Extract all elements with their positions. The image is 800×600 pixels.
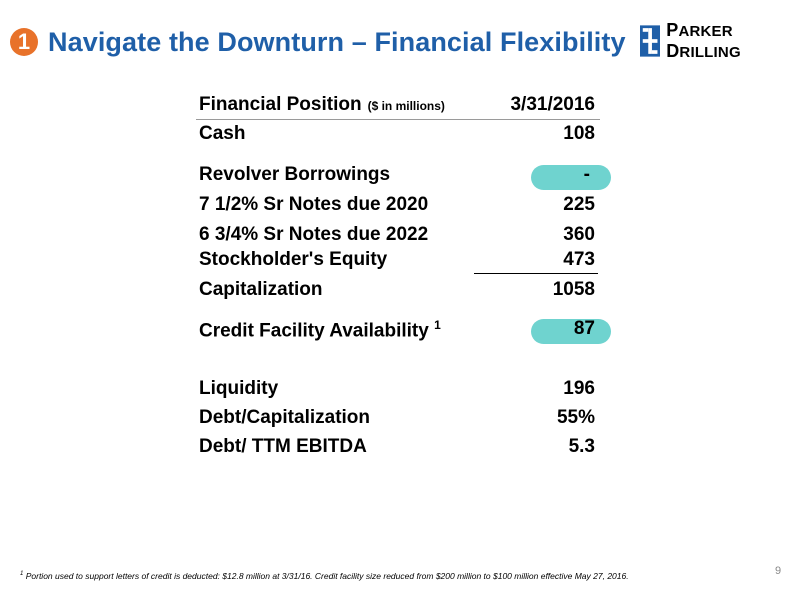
footnote-text: Portion used to support letters of credi… [25,571,629,581]
parker-drilling-logo-icon [640,25,661,57]
row-value: 1058 [552,279,595,300]
row-label: 6 3/4% Sr Notes due 2022 [199,224,429,245]
table-row: Cash 108 [196,123,600,149]
row-label: Stockholder's Equity [199,249,388,270]
section-number-badge: 1 [10,28,38,56]
row-value: 225 [563,194,595,215]
header-divider [196,119,600,120]
row-label: Debt/Capitalization [199,407,371,428]
table-row: Stockholder's Equity 473 [196,249,600,275]
logo-wordmark: PARKER DRILLING [666,20,741,61]
footnote-marker: 1 [434,318,441,332]
table-header-unit: ($ in millions) [367,99,445,113]
table-row: Revolver Borrowings - [196,164,600,190]
row-label: Capitalization [199,279,323,300]
sum-divider [474,273,598,274]
highlight-pill [531,319,611,344]
row-value: 55% [556,407,595,428]
table-row: Capitalization 1058 [196,279,600,305]
table-header-label: Financial Position [199,94,362,115]
row-label: Liquidity [199,378,279,399]
row-value: 5.3 [568,436,595,457]
table-header-row: Financial Position ($ in millions) 3/31/2… [196,94,600,120]
row-label: Debt/ TTM EBITDA [199,436,367,457]
row-value: 87 [573,318,595,339]
highlight-pill [531,165,611,190]
table-row: 6 3/4% Sr Notes due 2022 360 [196,224,600,250]
parker-drilling-logo: PARKER DRILLING [640,20,800,62]
footnote-marker: 1 [20,571,24,578]
row-value: 196 [563,378,595,399]
table-row: 7 1/2% Sr Notes due 2020 225 [196,194,600,220]
table-header-date: 3/31/2016 [510,94,595,115]
row-value: 473 [563,249,595,270]
page-number: 9 [775,565,782,577]
table-row: Debt/ TTM EBITDA 5.3 [196,436,600,462]
page-title: Navigate the Downturn – Financial Flexib… [48,26,626,57]
row-value: - [583,164,590,185]
table-row: Credit Facility Availability 1 87 [196,318,600,344]
footnote: 1 Portion used to support letters of cre… [20,571,629,581]
table-row: Liquidity 196 [196,378,600,404]
row-value: 360 [563,224,595,245]
title-row: 1 Navigate the Downturn – Financial Flex… [10,22,626,62]
row-label: Cash [199,123,246,144]
row-label: Revolver Borrowings [199,164,391,185]
row-value: 108 [563,123,595,144]
row-label: Credit Facility Availability 1 [199,318,441,342]
row-label: 7 1/2% Sr Notes due 2020 [199,194,429,215]
table-row: Debt/Capitalization 55% [196,407,600,433]
